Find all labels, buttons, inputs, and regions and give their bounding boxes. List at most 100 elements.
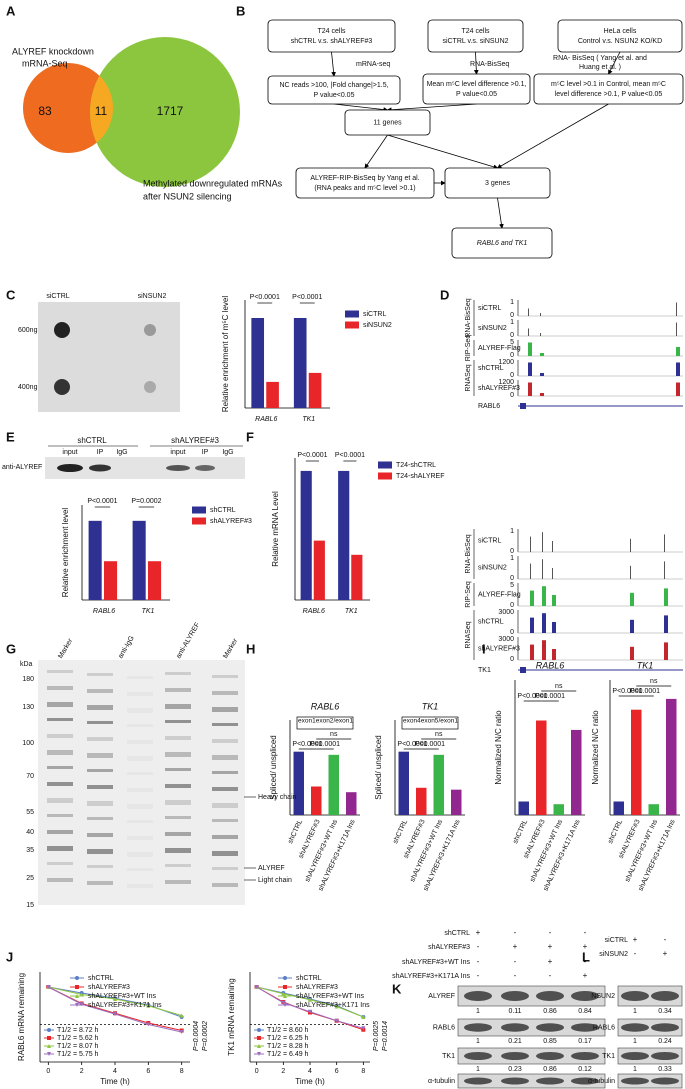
legend-marker [47, 1036, 51, 1040]
legend-label: shALYREF#3 [88, 984, 130, 991]
p-value: P<0.0001 [292, 741, 322, 748]
blot-label: TK1 [602, 1053, 615, 1060]
flow-text: Control v.s. NSUN2 KO/KD [578, 38, 662, 45]
bar [553, 804, 564, 815]
x-tick-label: shALYREF#3+WT Ins [304, 818, 339, 883]
band [464, 1052, 492, 1060]
flow-box [267, 75, 401, 105]
dot [144, 381, 156, 393]
condition-sign: - [584, 928, 587, 937]
chart-title: TK1 [637, 660, 654, 670]
legend-marker [75, 1003, 79, 1007]
blot-label: RABL6 [433, 1024, 455, 1031]
band-label: Heavy chain [258, 794, 297, 801]
y-axis-label: Spliced/ unspliced [269, 735, 278, 799]
x-tick-label: shCTRL [512, 819, 529, 845]
bar [338, 470, 350, 600]
band [536, 1023, 564, 1032]
track-peak [528, 328, 529, 336]
gel-band [47, 830, 73, 834]
flow-text: 11 genes [373, 119, 402, 126]
track-scale: 1200 [498, 359, 514, 366]
condition-sign: + [548, 942, 553, 951]
track-peak [552, 595, 556, 606]
blot-label: 400ng [18, 384, 38, 391]
track-scale: 1 [510, 299, 514, 306]
blot [457, 985, 606, 1007]
x-tick-label: RABL6 [303, 608, 325, 615]
band [464, 991, 492, 1001]
exon [520, 667, 526, 673]
legend-swatch [192, 506, 206, 514]
condition-sign: - [477, 971, 480, 980]
gel-band [212, 771, 238, 774]
band [621, 1052, 649, 1060]
p-value: P<0.0001 [535, 693, 565, 700]
gel-band [127, 852, 153, 857]
panel-label: F [246, 429, 254, 444]
chart-title: TK1 [422, 701, 439, 711]
track-peak [540, 393, 544, 396]
flow-box [427, 19, 524, 53]
track-peak [528, 308, 529, 316]
point [146, 1022, 151, 1027]
track-group: RNASeq [465, 364, 472, 391]
p-value: P<0.0001 [297, 452, 327, 459]
flow-box [533, 73, 684, 105]
blot-group: shCTRL [77, 436, 107, 445]
band [651, 1077, 679, 1085]
venn-count: 11 [95, 104, 108, 118]
track-scale: 3000 [498, 609, 514, 616]
quantification: 0.24 [658, 1038, 672, 1045]
flow-arrow [473, 51, 479, 75]
legend-marker [283, 1003, 287, 1007]
track-peak [530, 536, 531, 552]
condition-label: siNSUN2 [599, 951, 628, 958]
unit-label: kDa [20, 661, 33, 668]
point [146, 1003, 151, 1008]
track-scale: 1 [510, 528, 514, 535]
gel-band [165, 848, 191, 853]
track-scale: 0 [510, 629, 514, 636]
band [651, 1023, 679, 1032]
legend-marker [283, 985, 287, 989]
gel-band [87, 881, 113, 885]
gel-band [165, 752, 191, 757]
gel-band [47, 686, 73, 690]
x-tick-label: TK1 [302, 416, 315, 423]
quantification: 1 [476, 1038, 480, 1045]
gel-band [127, 804, 153, 809]
y-axis-label: Normalized N/C ratio [494, 710, 503, 785]
quantification: 0.11 [508, 1008, 521, 1015]
flow-text: ALYREF-RIP-BisSeq by Yang et al. [310, 175, 419, 182]
gel-band [165, 720, 191, 723]
flow-text: (RNA peaks and m⁵C level >0.1) [314, 185, 415, 192]
dot [54, 379, 70, 395]
band [195, 465, 215, 471]
p-value: P<0.0001 [87, 498, 117, 505]
legend-label: shALYREF#3 [296, 984, 338, 991]
lane-label: IP [202, 449, 209, 456]
y-axis-label: Relative mRNA Level [271, 491, 280, 567]
bar [631, 709, 642, 815]
legend-swatch [378, 461, 392, 469]
flow-arrow [496, 103, 609, 169]
blot-label: 600ng [18, 327, 38, 334]
gel-band [212, 723, 238, 726]
track-peak [664, 615, 668, 633]
p-value: ns [330, 731, 338, 738]
track-peak [552, 541, 553, 552]
blot-label: NSUN2 [591, 993, 615, 1000]
p-value: ns [435, 731, 443, 738]
point [334, 1018, 339, 1023]
p-value: P<0.0001 [630, 688, 660, 695]
flow-text: NC reads >100, |Fold change|>1.5, [279, 82, 388, 89]
gel-band [165, 864, 191, 867]
track-scale: 0 [510, 656, 514, 663]
panel-label: G [6, 641, 16, 656]
gel-band [87, 769, 113, 772]
gel-band [165, 688, 191, 692]
gel-band [127, 772, 153, 775]
p-value: ns [650, 678, 658, 685]
blot-label: siNSUN2 [138, 293, 167, 300]
